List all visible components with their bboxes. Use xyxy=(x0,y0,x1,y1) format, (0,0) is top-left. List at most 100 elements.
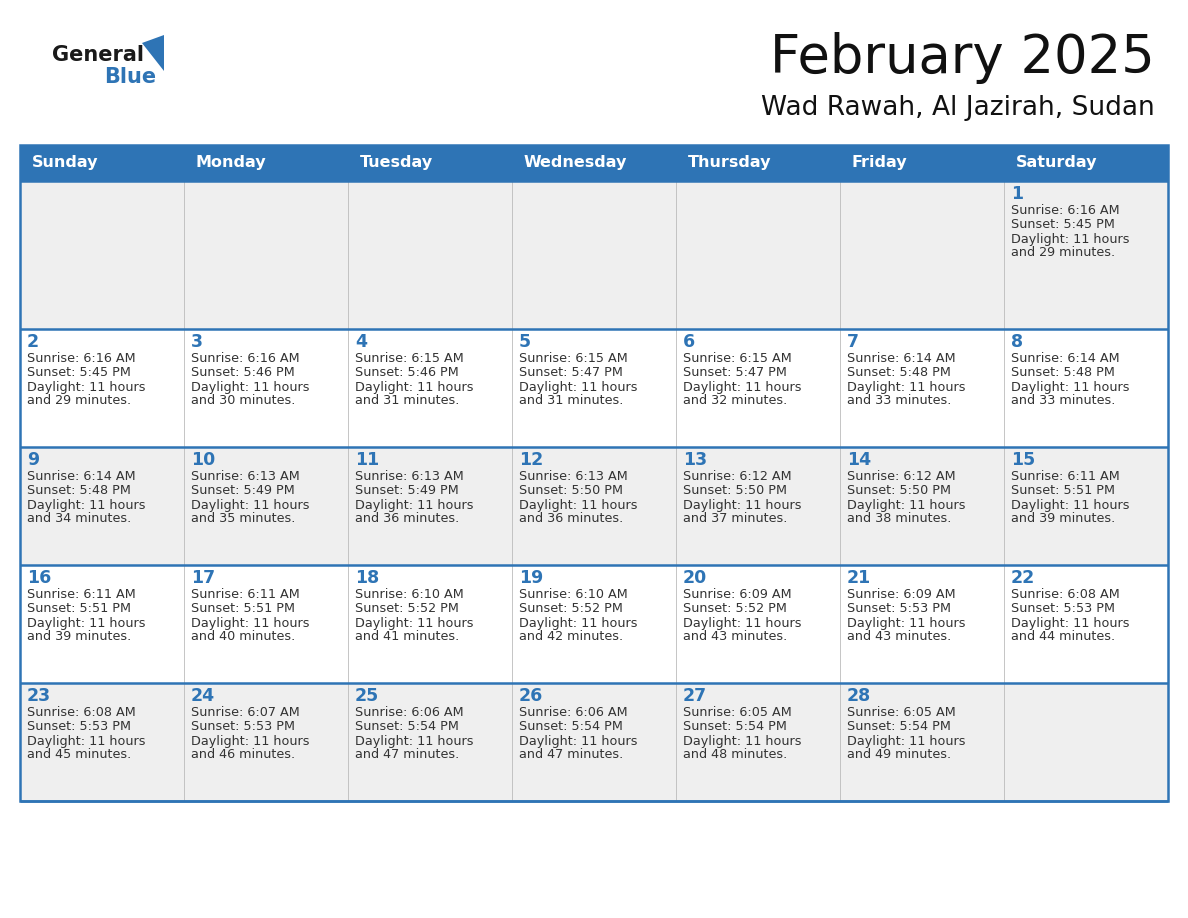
Text: Daylight: 11 hours: Daylight: 11 hours xyxy=(1011,498,1130,511)
Text: 19: 19 xyxy=(519,569,543,587)
Text: 22: 22 xyxy=(1011,569,1035,587)
Text: Sunrise: 6:14 AM: Sunrise: 6:14 AM xyxy=(1011,353,1119,365)
Text: Sunset: 5:53 PM: Sunset: 5:53 PM xyxy=(191,721,295,733)
Text: 14: 14 xyxy=(847,451,871,469)
Text: Sunset: 5:53 PM: Sunset: 5:53 PM xyxy=(27,721,131,733)
Text: Monday: Monday xyxy=(196,155,266,171)
Text: 4: 4 xyxy=(355,333,367,351)
Text: Sunrise: 6:11 AM: Sunrise: 6:11 AM xyxy=(191,588,299,601)
Text: 1: 1 xyxy=(1011,185,1023,203)
Text: and 29 minutes.: and 29 minutes. xyxy=(27,395,131,408)
Text: and 44 minutes.: and 44 minutes. xyxy=(1011,631,1116,644)
Bar xyxy=(20,329,1168,447)
Text: Sunrise: 6:08 AM: Sunrise: 6:08 AM xyxy=(27,707,135,720)
Text: Sunrise: 6:08 AM: Sunrise: 6:08 AM xyxy=(1011,588,1120,601)
Text: 9: 9 xyxy=(27,451,39,469)
Text: and 33 minutes.: and 33 minutes. xyxy=(1011,395,1116,408)
Text: and 35 minutes.: and 35 minutes. xyxy=(191,512,296,525)
Text: Sunset: 5:51 PM: Sunset: 5:51 PM xyxy=(1011,485,1116,498)
Text: Daylight: 11 hours: Daylight: 11 hours xyxy=(191,617,310,630)
Text: Sunset: 5:52 PM: Sunset: 5:52 PM xyxy=(683,602,786,615)
Text: Sunrise: 6:11 AM: Sunrise: 6:11 AM xyxy=(1011,471,1120,484)
Text: Sunrise: 6:14 AM: Sunrise: 6:14 AM xyxy=(27,471,135,484)
Text: 20: 20 xyxy=(683,569,707,587)
Polygon shape xyxy=(143,35,164,71)
Text: 6: 6 xyxy=(683,333,695,351)
Bar xyxy=(348,145,512,181)
Text: Sunset: 5:50 PM: Sunset: 5:50 PM xyxy=(683,485,786,498)
Text: Sunset: 5:50 PM: Sunset: 5:50 PM xyxy=(519,485,623,498)
Bar xyxy=(20,145,184,181)
Text: Blue: Blue xyxy=(105,67,156,87)
Text: Daylight: 11 hours: Daylight: 11 hours xyxy=(1011,380,1130,394)
Text: Sunset: 5:49 PM: Sunset: 5:49 PM xyxy=(191,485,295,498)
Text: 27: 27 xyxy=(683,687,707,705)
Text: Wednesday: Wednesday xyxy=(524,155,627,171)
Text: Daylight: 11 hours: Daylight: 11 hours xyxy=(847,734,966,747)
Text: Sunset: 5:48 PM: Sunset: 5:48 PM xyxy=(27,485,131,498)
Text: Daylight: 11 hours: Daylight: 11 hours xyxy=(847,380,966,394)
Text: Sunrise: 6:06 AM: Sunrise: 6:06 AM xyxy=(519,707,627,720)
Text: Sunset: 5:52 PM: Sunset: 5:52 PM xyxy=(355,602,459,615)
Text: Sunrise: 6:13 AM: Sunrise: 6:13 AM xyxy=(519,471,627,484)
Text: Saturday: Saturday xyxy=(1016,155,1097,171)
Text: Daylight: 11 hours: Daylight: 11 hours xyxy=(519,617,638,630)
Text: and 42 minutes.: and 42 minutes. xyxy=(519,631,624,644)
Text: Sunrise: 6:16 AM: Sunrise: 6:16 AM xyxy=(27,353,135,365)
Text: Daylight: 11 hours: Daylight: 11 hours xyxy=(191,380,310,394)
Text: Daylight: 11 hours: Daylight: 11 hours xyxy=(27,734,145,747)
Text: 18: 18 xyxy=(355,569,379,587)
Text: Sunset: 5:49 PM: Sunset: 5:49 PM xyxy=(355,485,459,498)
Text: and 29 minutes.: and 29 minutes. xyxy=(1011,247,1116,260)
Text: and 39 minutes.: and 39 minutes. xyxy=(27,631,131,644)
Text: Sunset: 5:48 PM: Sunset: 5:48 PM xyxy=(847,366,950,379)
Text: Daylight: 11 hours: Daylight: 11 hours xyxy=(683,734,802,747)
Text: 21: 21 xyxy=(847,569,871,587)
Bar xyxy=(1004,145,1168,181)
Text: Thursday: Thursday xyxy=(688,155,771,171)
Text: and 47 minutes.: and 47 minutes. xyxy=(519,748,624,762)
Text: Sunset: 5:45 PM: Sunset: 5:45 PM xyxy=(1011,218,1114,231)
Text: Daylight: 11 hours: Daylight: 11 hours xyxy=(683,617,802,630)
Text: Sunset: 5:54 PM: Sunset: 5:54 PM xyxy=(683,721,786,733)
Text: General: General xyxy=(52,45,144,65)
Text: 15: 15 xyxy=(1011,451,1035,469)
Text: and 30 minutes.: and 30 minutes. xyxy=(191,395,296,408)
Text: Sunset: 5:50 PM: Sunset: 5:50 PM xyxy=(847,485,952,498)
Text: Sunset: 5:48 PM: Sunset: 5:48 PM xyxy=(1011,366,1114,379)
Text: Sunrise: 6:10 AM: Sunrise: 6:10 AM xyxy=(355,588,463,601)
Text: Daylight: 11 hours: Daylight: 11 hours xyxy=(355,734,474,747)
Bar xyxy=(512,145,676,181)
Text: 28: 28 xyxy=(847,687,871,705)
Text: Friday: Friday xyxy=(852,155,908,171)
Text: Sunset: 5:54 PM: Sunset: 5:54 PM xyxy=(847,721,950,733)
Text: Wad Rawah, Al Jazirah, Sudan: Wad Rawah, Al Jazirah, Sudan xyxy=(762,95,1155,121)
Text: Sunrise: 6:13 AM: Sunrise: 6:13 AM xyxy=(355,471,463,484)
Text: 10: 10 xyxy=(191,451,215,469)
Text: Daylight: 11 hours: Daylight: 11 hours xyxy=(27,380,145,394)
Text: Tuesday: Tuesday xyxy=(360,155,432,171)
Text: 2: 2 xyxy=(27,333,39,351)
Text: 26: 26 xyxy=(519,687,543,705)
Text: and 41 minutes.: and 41 minutes. xyxy=(355,631,460,644)
Text: and 47 minutes.: and 47 minutes. xyxy=(355,748,460,762)
Text: and 49 minutes.: and 49 minutes. xyxy=(847,748,952,762)
Text: Daylight: 11 hours: Daylight: 11 hours xyxy=(519,380,638,394)
Text: Sunset: 5:53 PM: Sunset: 5:53 PM xyxy=(1011,602,1116,615)
Bar xyxy=(840,145,1004,181)
Text: 11: 11 xyxy=(355,451,379,469)
Text: Sunrise: 6:10 AM: Sunrise: 6:10 AM xyxy=(519,588,627,601)
Text: and 40 minutes.: and 40 minutes. xyxy=(191,631,296,644)
Text: Sunrise: 6:16 AM: Sunrise: 6:16 AM xyxy=(1011,205,1119,218)
Bar xyxy=(20,181,1168,329)
Text: 16: 16 xyxy=(27,569,51,587)
Text: Sunrise: 6:12 AM: Sunrise: 6:12 AM xyxy=(683,471,791,484)
Text: Daylight: 11 hours: Daylight: 11 hours xyxy=(847,617,966,630)
Text: Daylight: 11 hours: Daylight: 11 hours xyxy=(1011,617,1130,630)
Text: Sunrise: 6:13 AM: Sunrise: 6:13 AM xyxy=(191,471,299,484)
Text: and 39 minutes.: and 39 minutes. xyxy=(1011,512,1116,525)
Text: Daylight: 11 hours: Daylight: 11 hours xyxy=(191,734,310,747)
Text: and 36 minutes.: and 36 minutes. xyxy=(355,512,460,525)
Text: Daylight: 11 hours: Daylight: 11 hours xyxy=(27,498,145,511)
Text: and 31 minutes.: and 31 minutes. xyxy=(519,395,624,408)
